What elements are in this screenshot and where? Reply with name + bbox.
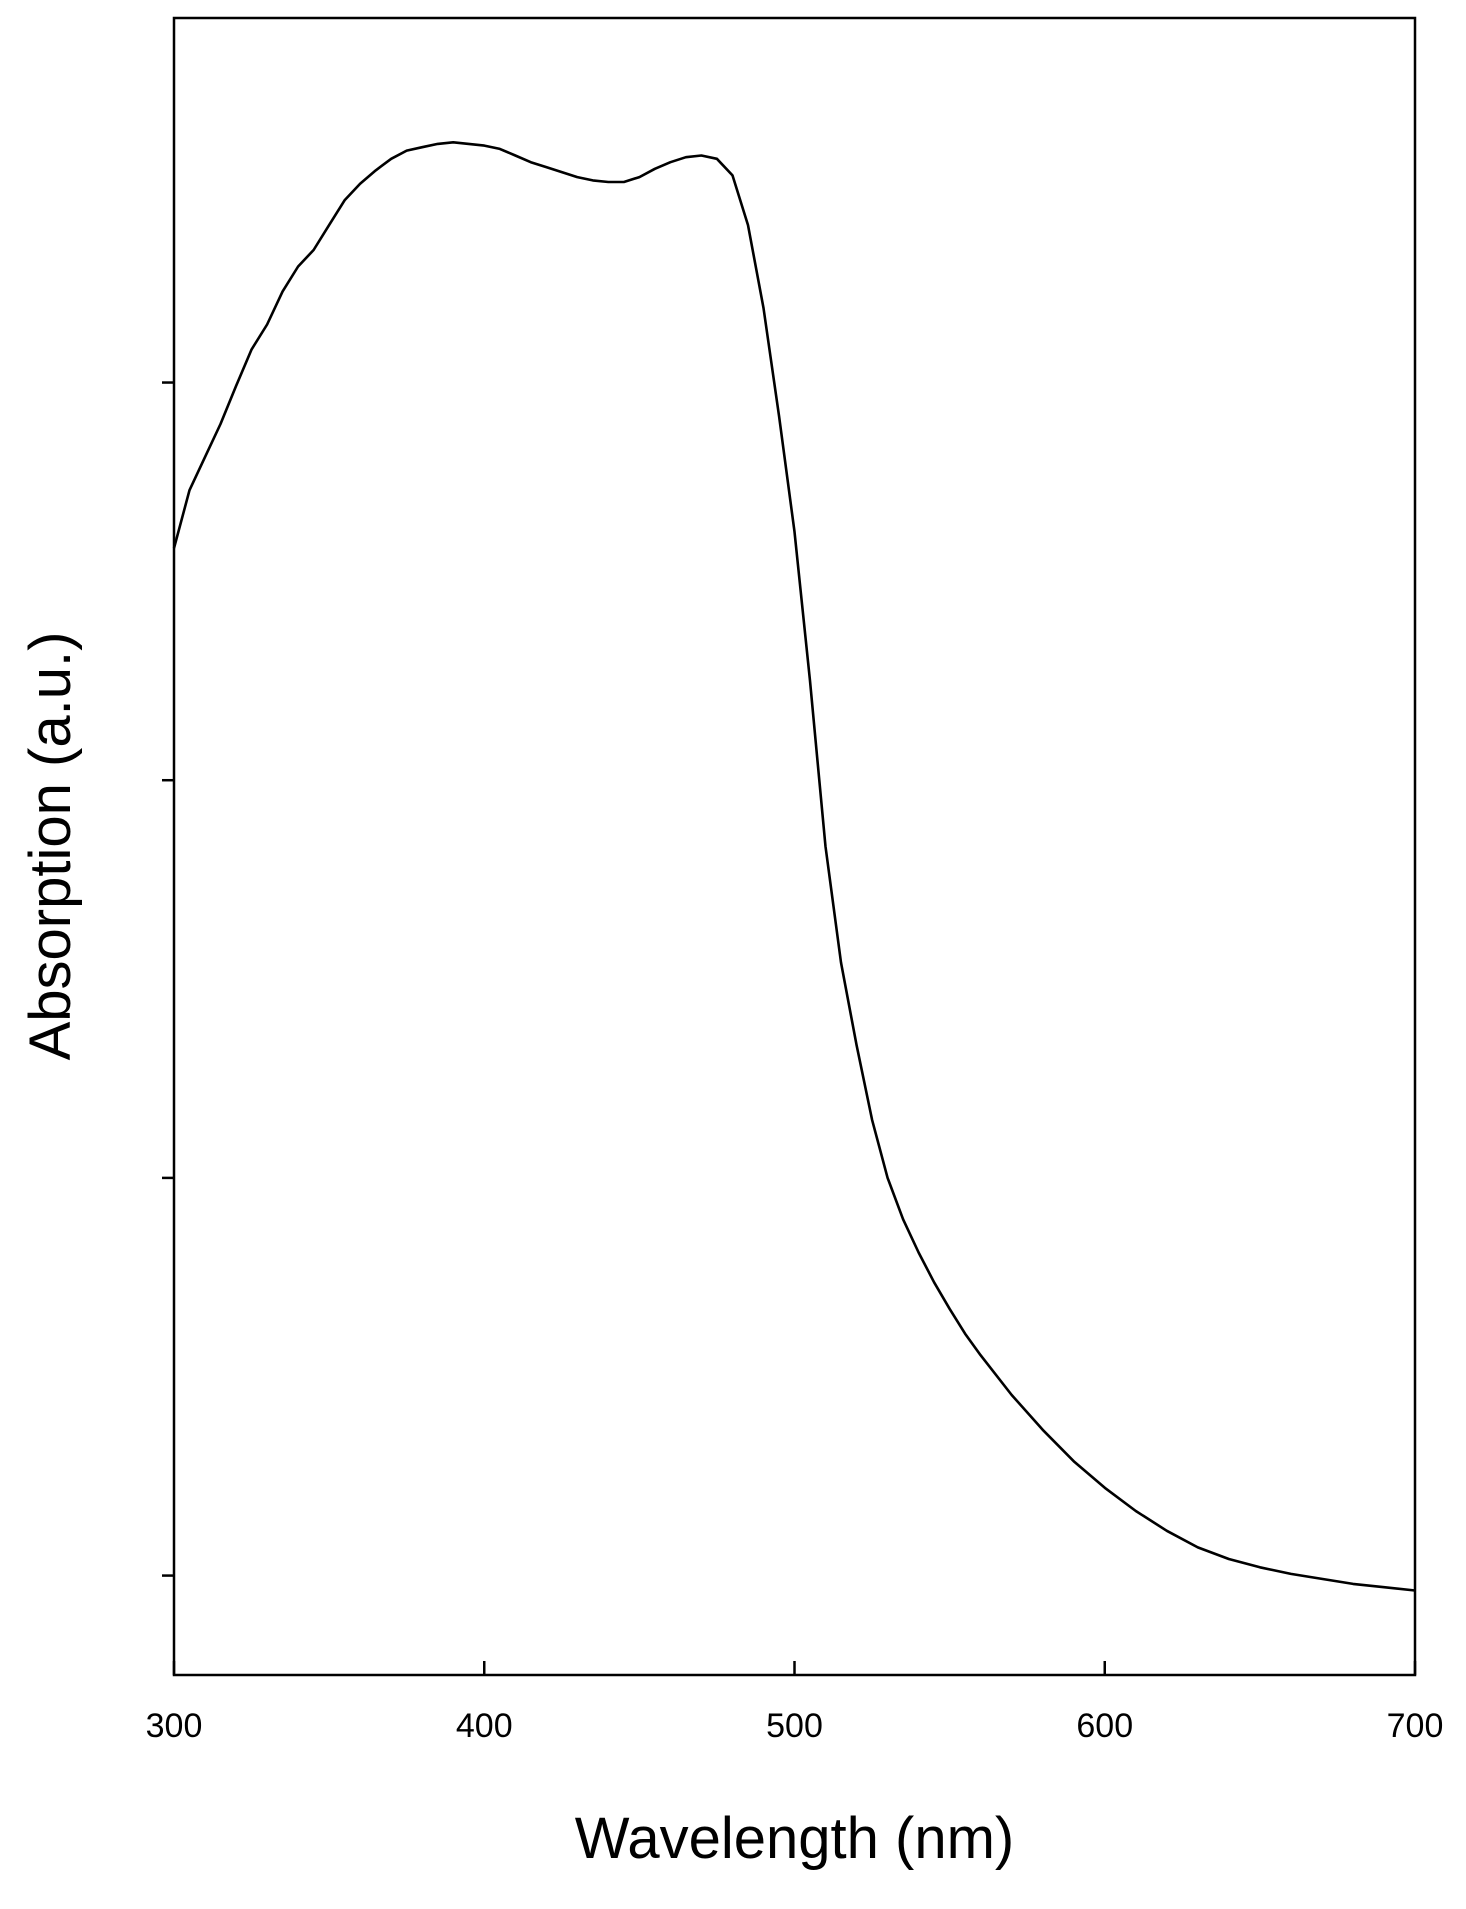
- x-tick-label-700: 700: [1387, 1707, 1444, 1745]
- absorption-series-line: [172, 141, 1416, 1592]
- y-axis-title: Absorption (a.u.): [18, 632, 83, 1061]
- x-tick-label-300: 300: [146, 1707, 203, 1745]
- x-axis-ticks: [172, 1661, 1417, 1675]
- x-axis-tick-labels: 300 400 500 600 700: [146, 1707, 1444, 1745]
- x-tick-label-500: 500: [766, 1707, 823, 1745]
- x-axis-title: Wavelength (nm): [575, 1806, 1014, 1871]
- x-tick-label-400: 400: [456, 1707, 513, 1745]
- plot-frame: [172, 16, 1417, 1677]
- y-axis-ticks: [162, 381, 174, 1577]
- x-tick-label-600: 600: [1076, 1707, 1133, 1745]
